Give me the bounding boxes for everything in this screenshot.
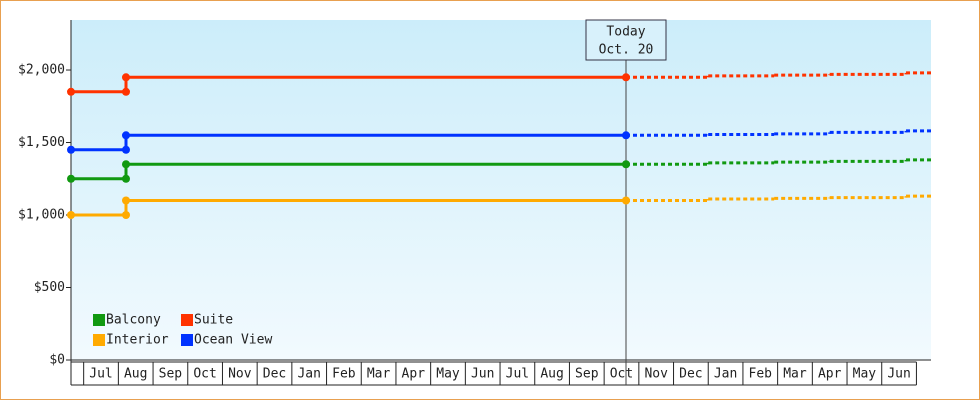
x-tick-label: Jul xyxy=(89,367,112,382)
price-dot xyxy=(67,145,75,154)
corner-dot xyxy=(121,87,130,96)
x-tick-label: Dec xyxy=(679,367,702,382)
x-tick-label: Feb xyxy=(332,367,356,382)
corner-dot xyxy=(121,211,130,220)
corner-dot xyxy=(121,145,130,154)
legend-label: Balcony xyxy=(106,313,161,328)
x-tick-label: Jun xyxy=(471,367,494,382)
x-tick-label: May xyxy=(436,367,460,382)
price-dot xyxy=(121,160,130,169)
legend-label: Interior xyxy=(106,333,169,348)
x-tick-label: Aug xyxy=(540,367,563,382)
price-dot xyxy=(622,160,631,169)
legend-swatch xyxy=(181,334,193,346)
legend-label: Suite xyxy=(194,313,233,328)
legend-swatch xyxy=(93,334,105,346)
x-tick-label: Oct xyxy=(193,367,216,382)
x-tick-label: Nov xyxy=(644,367,668,382)
x-tick-label: Dec xyxy=(263,367,286,382)
today-box xyxy=(585,19,667,61)
price-dot xyxy=(121,73,130,82)
price-dot xyxy=(121,196,130,205)
legend-swatch xyxy=(181,314,193,326)
x-tick-label: Jun xyxy=(887,367,910,382)
x-tick-label: Mar xyxy=(783,367,807,382)
x-tick-label: Jul xyxy=(506,367,529,382)
x-tick-label: Sep xyxy=(159,367,183,382)
y-tick-label: $2,000 xyxy=(18,63,65,78)
plot-area xyxy=(71,20,931,360)
legend-swatch xyxy=(93,314,105,326)
price-dot xyxy=(121,131,130,140)
x-tick-label: Jan xyxy=(714,367,737,382)
x-tick-label: Oct xyxy=(610,367,633,382)
x-tick-label: Apr xyxy=(402,367,426,382)
price-dot xyxy=(67,87,75,96)
x-tick-label: May xyxy=(853,367,877,382)
y-tick-label: $1,500 xyxy=(18,135,65,150)
x-tick-label: Nov xyxy=(228,367,252,382)
today-date: Oct. 20 xyxy=(599,43,654,58)
layer: $0 $500 $1,000 $1,500 $2,000 Jul Aug Sep Oct Nov D… xyxy=(18,19,931,386)
price-dot xyxy=(622,131,631,140)
price-dot xyxy=(622,196,631,205)
y-tick-label: $1,000 xyxy=(18,208,65,223)
price-dot xyxy=(622,73,631,82)
y-tick-label: $0 xyxy=(49,353,65,368)
corner-dot xyxy=(121,174,130,183)
today-title: Today xyxy=(606,25,645,40)
x-tick-label: Sep xyxy=(575,367,599,382)
price-dot xyxy=(67,174,75,183)
price-dot xyxy=(67,211,75,220)
legend-label: Ocean View xyxy=(194,333,272,348)
x-tick-label: Jan xyxy=(297,367,320,382)
x-tick-label: Apr xyxy=(818,367,842,382)
x-tick-label: Mar xyxy=(367,367,391,382)
x-tick-label: Feb xyxy=(749,367,773,382)
y-tick-label: $500 xyxy=(34,280,65,295)
x-tick-label: Aug xyxy=(124,367,147,382)
